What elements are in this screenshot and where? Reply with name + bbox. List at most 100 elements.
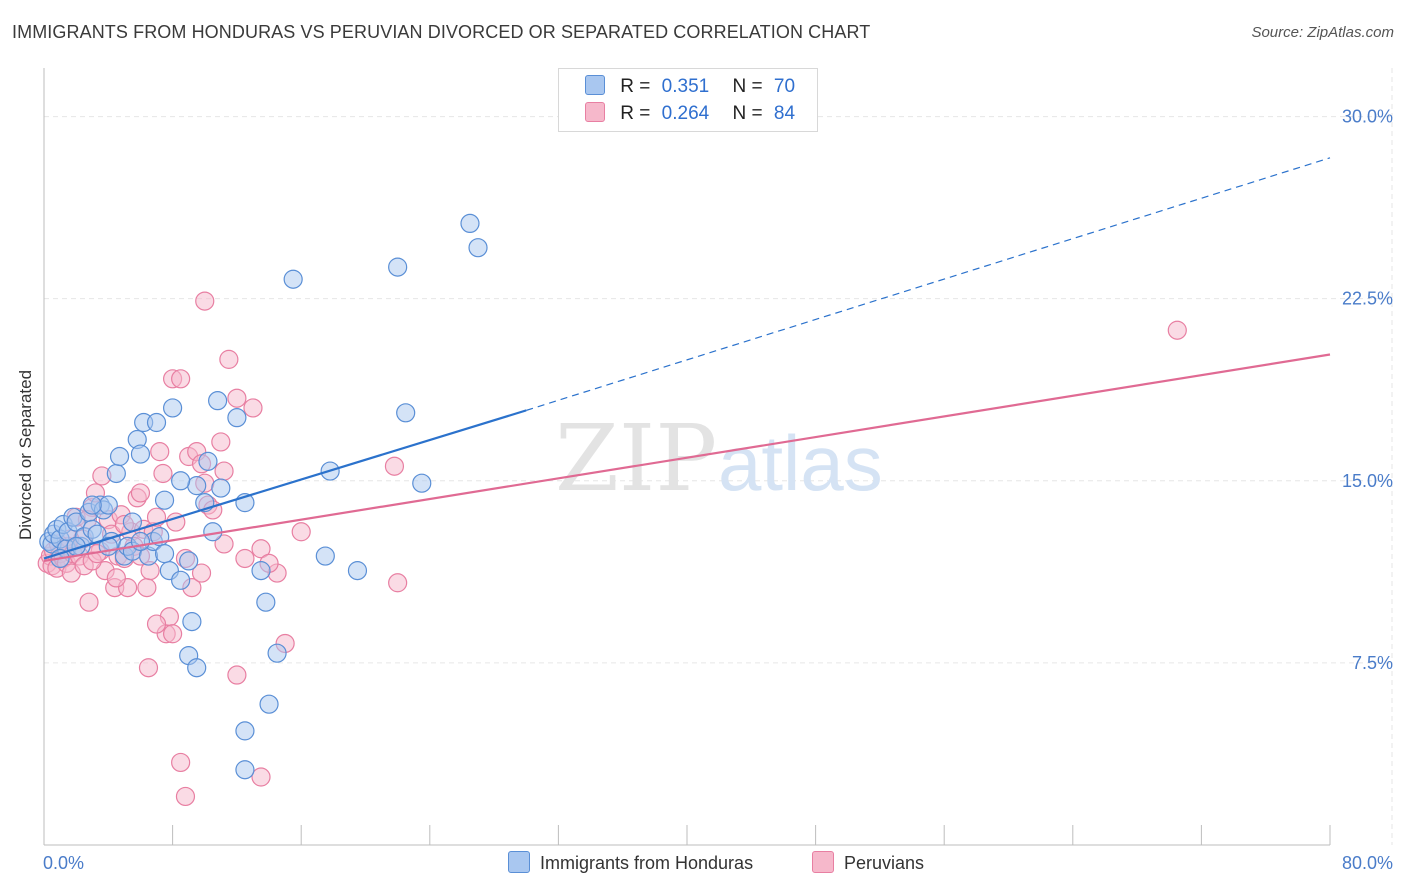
honduras-point	[187, 476, 207, 496]
honduras-point	[211, 478, 231, 498]
watermark: ZIP atlas	[555, 405, 883, 512]
peruvian-point	[153, 463, 173, 484]
honduras-point	[106, 463, 126, 484]
peruvian-point	[106, 568, 126, 588]
honduras-point	[259, 694, 279, 714]
peruvian-point	[171, 369, 191, 389]
legend-item-honduras[interactable]: Immigrants from Honduras	[508, 851, 753, 874]
peruvian-point	[150, 442, 170, 462]
peruvians-trend-line	[43, 353, 1331, 562]
honduras-point	[235, 760, 255, 780]
honduras-point	[130, 444, 151, 464]
honduras-point	[388, 257, 408, 277]
peruvian-point	[384, 456, 405, 476]
honduras-point	[251, 561, 271, 581]
peruvian-point	[251, 767, 271, 787]
legend-swatch-blue	[585, 75, 605, 95]
honduras-point	[66, 512, 86, 532]
peruvian-point	[219, 349, 239, 369]
honduras-point	[347, 561, 368, 581]
legend-swatch-blue	[508, 851, 530, 873]
watermark-zip: ZIP	[555, 405, 717, 512]
chart-title: IMMIGRANTS FROM HONDURAS VS PERUVIAN DIV…	[12, 22, 871, 42]
peruvian-point	[175, 786, 196, 807]
legend-row-honduras: R = 0.351 N = 70	[585, 75, 795, 99]
legend-r-label: R =	[620, 76, 651, 97]
legend-n-value: 84	[773, 103, 796, 124]
peruvian-point	[235, 548, 255, 569]
axes	[43, 68, 1331, 846]
honduras-point	[98, 495, 118, 515]
peruvian-point	[214, 534, 234, 554]
honduras-point	[315, 546, 335, 566]
honduras-trend-extension	[526, 157, 1331, 411]
peruvian-point	[171, 752, 191, 773]
y-tick-label: 22.5%	[1342, 289, 1393, 309]
peruvians-points	[37, 291, 1187, 807]
source-label: Source: ZipAtlas.com	[1251, 24, 1394, 41]
legend-label-honduras: Immigrants from Honduras	[540, 853, 754, 873]
legend-label-peruvians: Peruvians	[844, 853, 925, 873]
honduras-point	[460, 213, 480, 233]
stats-legend: R = 0.351 N = 70 R = 0.264 N = 84	[558, 68, 818, 132]
peruvian-point	[138, 658, 159, 678]
honduras-point	[171, 570, 191, 590]
x-tick-label-max: 80.0%	[1342, 853, 1393, 873]
peruvian-point	[291, 522, 311, 542]
tick-labels: 0.0% 80.0% 7.5% 15.0% 22.5% 30.0%	[43, 107, 1393, 873]
honduras-point	[179, 551, 199, 571]
honduras-point	[208, 391, 228, 411]
legend-r-label: R =	[620, 103, 651, 124]
legend-item-peruvians[interactable]: Peruvians	[812, 851, 924, 874]
honduras-point	[154, 544, 175, 564]
y-tick-label: 30.0%	[1342, 107, 1393, 127]
honduras-point	[396, 403, 416, 423]
peruvian-point	[243, 398, 263, 418]
peruvian-point	[195, 291, 215, 311]
honduras-point	[109, 446, 130, 467]
honduras-point	[82, 495, 102, 515]
x-tick-label-min: 0.0%	[43, 853, 84, 873]
honduras-point	[198, 451, 218, 471]
grid	[44, 68, 1393, 845]
peruvian-point	[251, 539, 271, 559]
legend-swatch-pink	[585, 102, 605, 122]
honduras-point	[227, 408, 247, 428]
peruvian-point	[388, 573, 408, 593]
honduras-point	[163, 398, 183, 418]
peruvian-point	[79, 592, 99, 612]
peruvian-point	[191, 563, 212, 583]
honduras-point	[283, 269, 303, 289]
honduras-point	[256, 592, 276, 612]
peruvian-point	[214, 461, 234, 481]
honduras-trend-line	[43, 409, 527, 560]
peruvian-point	[1167, 320, 1187, 340]
honduras-point	[468, 238, 488, 258]
legend-r-value: 0.264	[661, 103, 710, 124]
peruvian-point	[137, 578, 157, 598]
legend-n-label: N =	[732, 103, 763, 124]
peruvian-point	[227, 665, 247, 685]
honduras-point	[267, 643, 287, 663]
honduras-point	[182, 612, 202, 632]
y-tick-label: 7.5%	[1352, 653, 1393, 673]
watermark-atlas: atlas	[718, 419, 883, 507]
honduras-point	[235, 721, 255, 741]
honduras-point	[171, 471, 191, 491]
legend-row-peruvians: R = 0.264 N = 84	[585, 102, 795, 126]
honduras-point	[146, 412, 167, 433]
honduras-point	[130, 531, 151, 552]
legend-n-label: N =	[732, 76, 763, 97]
y-tick-label: 15.0%	[1342, 471, 1393, 491]
trend-lines	[43, 157, 1331, 562]
peruvian-point	[146, 614, 167, 634]
honduras-points	[39, 213, 488, 780]
peruvian-point	[211, 432, 231, 452]
peruvian-point	[227, 388, 247, 408]
honduras-point	[187, 658, 207, 678]
peruvian-point	[130, 483, 151, 503]
legend-n-value: 70	[773, 76, 796, 97]
honduras-point	[412, 473, 432, 493]
legend-r-value: 0.351	[661, 76, 710, 97]
peruvian-point	[163, 624, 183, 644]
